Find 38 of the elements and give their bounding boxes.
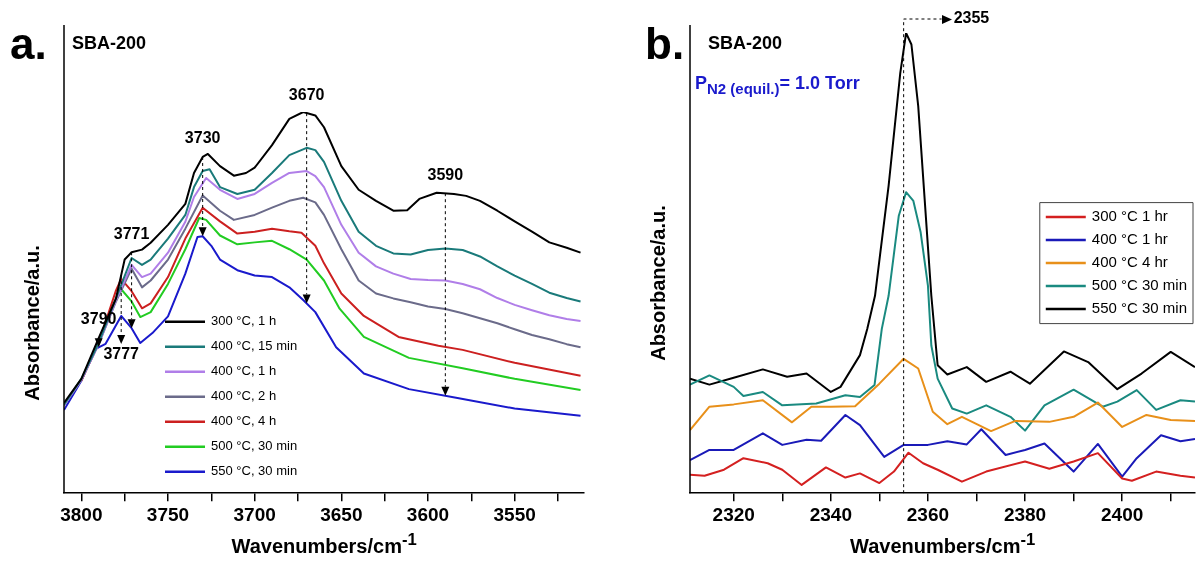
x-tick-label: 3600: [406, 503, 450, 525]
chart-subtitle: SBA-200: [72, 33, 147, 53]
legend-label: 550 °C, 30 min: [211, 463, 298, 479]
chart-subtitle: SBA-200: [708, 33, 783, 53]
annotation: 3670: [288, 85, 325, 103]
x-tick-label: 2360: [906, 503, 950, 525]
legend-label: 400 °C, 15 min: [211, 338, 298, 354]
legend-label: 550 °C 30 min: [1091, 299, 1187, 317]
x-tick-label: 2320: [712, 503, 755, 525]
x-tick-label: 3550: [493, 503, 536, 525]
x-tick-label: 2340: [809, 503, 852, 525]
x-tick-label: 3700: [233, 503, 276, 525]
legend-label: 500 °C, 30 min: [211, 438, 298, 454]
annotation: 3590: [427, 165, 464, 183]
annotation: 3777: [103, 345, 140, 363]
legend-label: 400 °C, 1 h: [211, 363, 277, 379]
x-tick-label: 2380: [1003, 503, 1047, 525]
annotation: 3730: [184, 129, 221, 147]
chart-title: b.: [645, 19, 685, 68]
annotation: P$_{N2 (equil.)}$= 1.0 Torr: [695, 73, 860, 97]
legend-label: 500 °C 30 min: [1091, 276, 1187, 294]
x-tick-label: 3800: [60, 503, 103, 525]
x-tick-label: 3650: [320, 503, 363, 525]
x-axis-title: Wavenumbers/cm$^{-1}$: [231, 530, 417, 557]
chart-title: a.: [10, 19, 47, 68]
legend-label: 400 °C 4 hr: [1091, 253, 1168, 271]
legend-label: 400 °C, 4 h: [211, 413, 277, 429]
legend-label: 300 °C, 1 h: [211, 313, 277, 329]
x-tick-label: 3750: [146, 503, 190, 525]
x-tick-label: 2400: [1101, 503, 1144, 525]
ref-line-label: 2355: [953, 9, 990, 27]
y-axis-title: Absorbance/a.u.: [20, 244, 43, 401]
legend-label: 400 °C, 2 h: [211, 388, 277, 404]
legend-label: 300 °C 1 hr: [1091, 207, 1168, 225]
y-axis-title: Absorbance/a.u.: [646, 205, 669, 361]
x-axis-title: Wavenumbers/cm$^{-1}$: [850, 530, 1036, 557]
legend-label: 400 °C 1 hr: [1091, 230, 1168, 248]
annotation: 3771: [113, 224, 150, 242]
